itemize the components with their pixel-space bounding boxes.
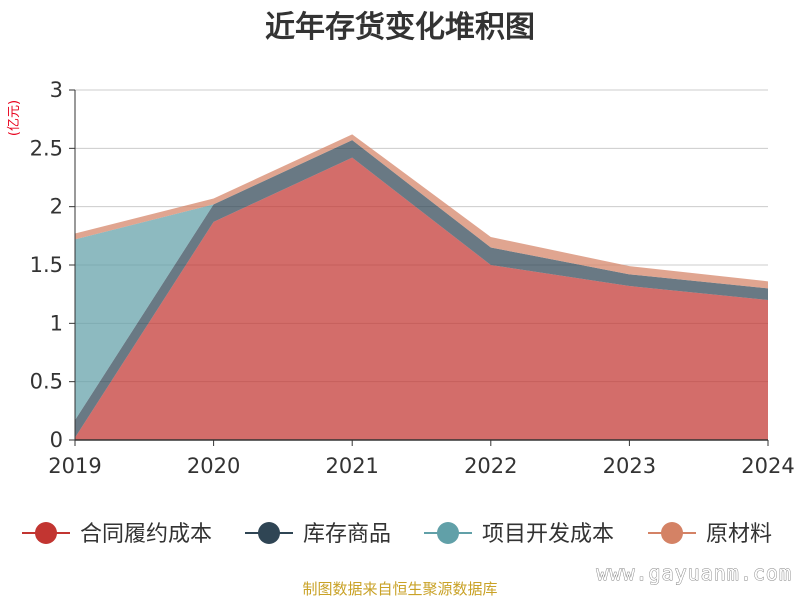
y-tick-label: 0: [50, 428, 63, 452]
legend-marker: [661, 522, 683, 544]
data-source-note: 制图数据来自恒生聚源数据库: [302, 580, 497, 598]
legend-marker: [258, 522, 280, 544]
y-tick-label: 1.5: [30, 253, 63, 277]
y-tick-label: 2.5: [30, 136, 63, 160]
watermark: www.gayuanm.com: [596, 561, 792, 585]
legend-label: 原材料: [706, 522, 772, 547]
x-tick-label: 2021: [325, 454, 378, 478]
y-tick-label: 3: [50, 78, 63, 102]
x-tick-label: 2023: [603, 454, 656, 478]
legend-item[interactable]: 库存商品: [245, 522, 391, 547]
legend[interactable]: 合同履约成本 库存商品 项目开发成本 原材料: [22, 522, 772, 547]
axes: 0 0.5 1 1.5 2 2.5 3 2019 2020 2021 2022 2023 2024: [30, 78, 795, 478]
x-tick-label: 2020: [187, 454, 240, 478]
y-tick-label: 1: [50, 311, 63, 335]
series-area: [75, 140, 768, 438]
chart-title: 近年存货变化堆积图: [265, 10, 535, 45]
y-tick-label: 2: [50, 195, 63, 219]
legend-item[interactable]: 合同履约成本: [22, 522, 212, 547]
legend-label: 合同履约成本: [80, 522, 212, 547]
area-series: [75, 134, 768, 440]
y-unit-label: (亿元): [7, 100, 22, 136]
x-tick-label: 2019: [48, 454, 101, 478]
legend-item[interactable]: 项目开发成本: [424, 522, 614, 547]
legend-label: 库存商品: [303, 522, 391, 547]
legend-marker: [35, 522, 57, 544]
legend-item[interactable]: 原材料: [648, 522, 772, 547]
x-tick-label: 2024: [741, 454, 794, 478]
legend-marker: [437, 522, 459, 544]
x-tick-label: 2022: [464, 454, 517, 478]
y-tick-label: 0.5: [30, 370, 63, 394]
legend-label: 项目开发成本: [482, 522, 614, 547]
series-area: [75, 157, 768, 440]
